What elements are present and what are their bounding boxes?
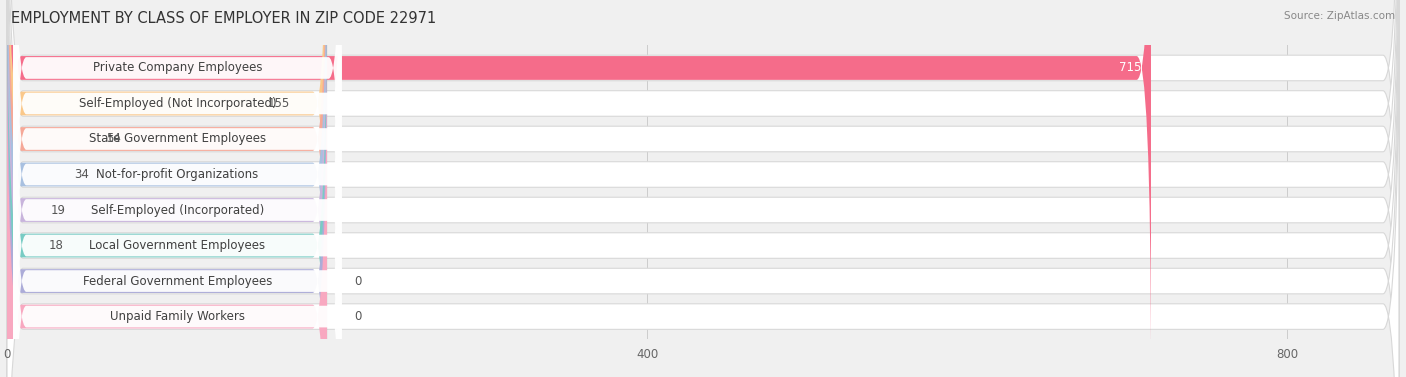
FancyBboxPatch shape [7, 0, 328, 377]
Text: Self-Employed (Not Incorporated): Self-Employed (Not Incorporated) [79, 97, 276, 110]
Text: Source: ZipAtlas.com: Source: ZipAtlas.com [1284, 11, 1395, 21]
FancyBboxPatch shape [14, 43, 342, 377]
Text: State Government Employees: State Government Employees [89, 132, 266, 146]
FancyBboxPatch shape [7, 0, 1399, 377]
FancyBboxPatch shape [7, 0, 1399, 377]
Text: Private Company Employees: Private Company Employees [93, 61, 262, 75]
Text: Self-Employed (Incorporated): Self-Employed (Incorporated) [91, 204, 264, 216]
Text: 54: 54 [107, 132, 121, 146]
FancyBboxPatch shape [7, 0, 328, 377]
FancyBboxPatch shape [14, 0, 342, 377]
FancyBboxPatch shape [7, 0, 328, 377]
FancyBboxPatch shape [14, 0, 342, 377]
Text: 18: 18 [49, 239, 63, 252]
FancyBboxPatch shape [7, 0, 1399, 377]
Text: Not-for-profit Organizations: Not-for-profit Organizations [96, 168, 259, 181]
FancyBboxPatch shape [14, 8, 342, 377]
FancyBboxPatch shape [7, 0, 1399, 377]
Text: 155: 155 [267, 97, 290, 110]
FancyBboxPatch shape [7, 0, 328, 377]
Text: Local Government Employees: Local Government Employees [90, 239, 266, 252]
Text: 19: 19 [51, 204, 65, 216]
FancyBboxPatch shape [7, 0, 328, 377]
FancyBboxPatch shape [14, 0, 342, 377]
FancyBboxPatch shape [14, 0, 342, 341]
FancyBboxPatch shape [14, 0, 342, 377]
FancyBboxPatch shape [7, 0, 328, 377]
FancyBboxPatch shape [7, 0, 1152, 376]
FancyBboxPatch shape [7, 9, 328, 377]
Text: 0: 0 [354, 274, 361, 288]
FancyBboxPatch shape [7, 0, 1399, 377]
FancyBboxPatch shape [7, 0, 1399, 377]
Text: EMPLOYMENT BY CLASS OF EMPLOYER IN ZIP CODE 22971: EMPLOYMENT BY CLASS OF EMPLOYER IN ZIP C… [11, 11, 436, 26]
Text: Unpaid Family Workers: Unpaid Family Workers [110, 310, 245, 323]
Text: 34: 34 [75, 168, 89, 181]
FancyBboxPatch shape [7, 0, 1399, 377]
Text: 715: 715 [1119, 61, 1142, 75]
FancyBboxPatch shape [14, 0, 342, 377]
FancyBboxPatch shape [7, 0, 1399, 377]
Text: Federal Government Employees: Federal Government Employees [83, 274, 273, 288]
Text: 0: 0 [354, 310, 361, 323]
